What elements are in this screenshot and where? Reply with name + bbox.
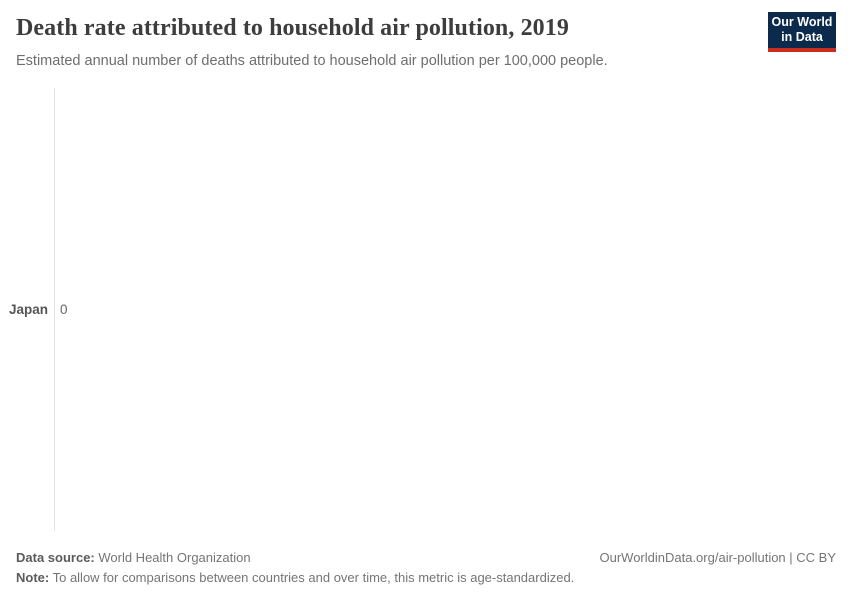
note-line: Note: To allow for comparisons between c… — [16, 568, 836, 588]
entity-label: Japan — [8, 302, 48, 317]
bar-value-label: 0 — [60, 302, 68, 317]
attribution-link[interactable]: OurWorldinData.org/air-pollution | CC BY — [599, 550, 836, 565]
data-source-value: World Health Organization — [94, 550, 251, 565]
owid-logo-line2: in Data — [781, 30, 823, 44]
note-value: To allow for comparisons between countri… — [49, 570, 575, 586]
note-label: Note: — [16, 570, 50, 586]
data-source-label: Data source: — [16, 550, 95, 565]
data-source-line: Data source: World Health Organization — [16, 548, 836, 568]
owid-logo-line1: Our World — [771, 15, 833, 29]
plot-area: Japan 0 — [0, 88, 850, 531]
y-axis-line — [54, 88, 55, 531]
bar-row-japan: Japan 0 — [0, 301, 850, 319]
chart-subtitle: Estimated annual number of deaths attrib… — [16, 53, 608, 69]
page-title: Death rate attributed to household air p… — [16, 15, 569, 41]
chart-footer: Data source: World Health Organization N… — [16, 548, 836, 588]
owid-logo[interactable]: Our World in Data — [768, 12, 836, 52]
